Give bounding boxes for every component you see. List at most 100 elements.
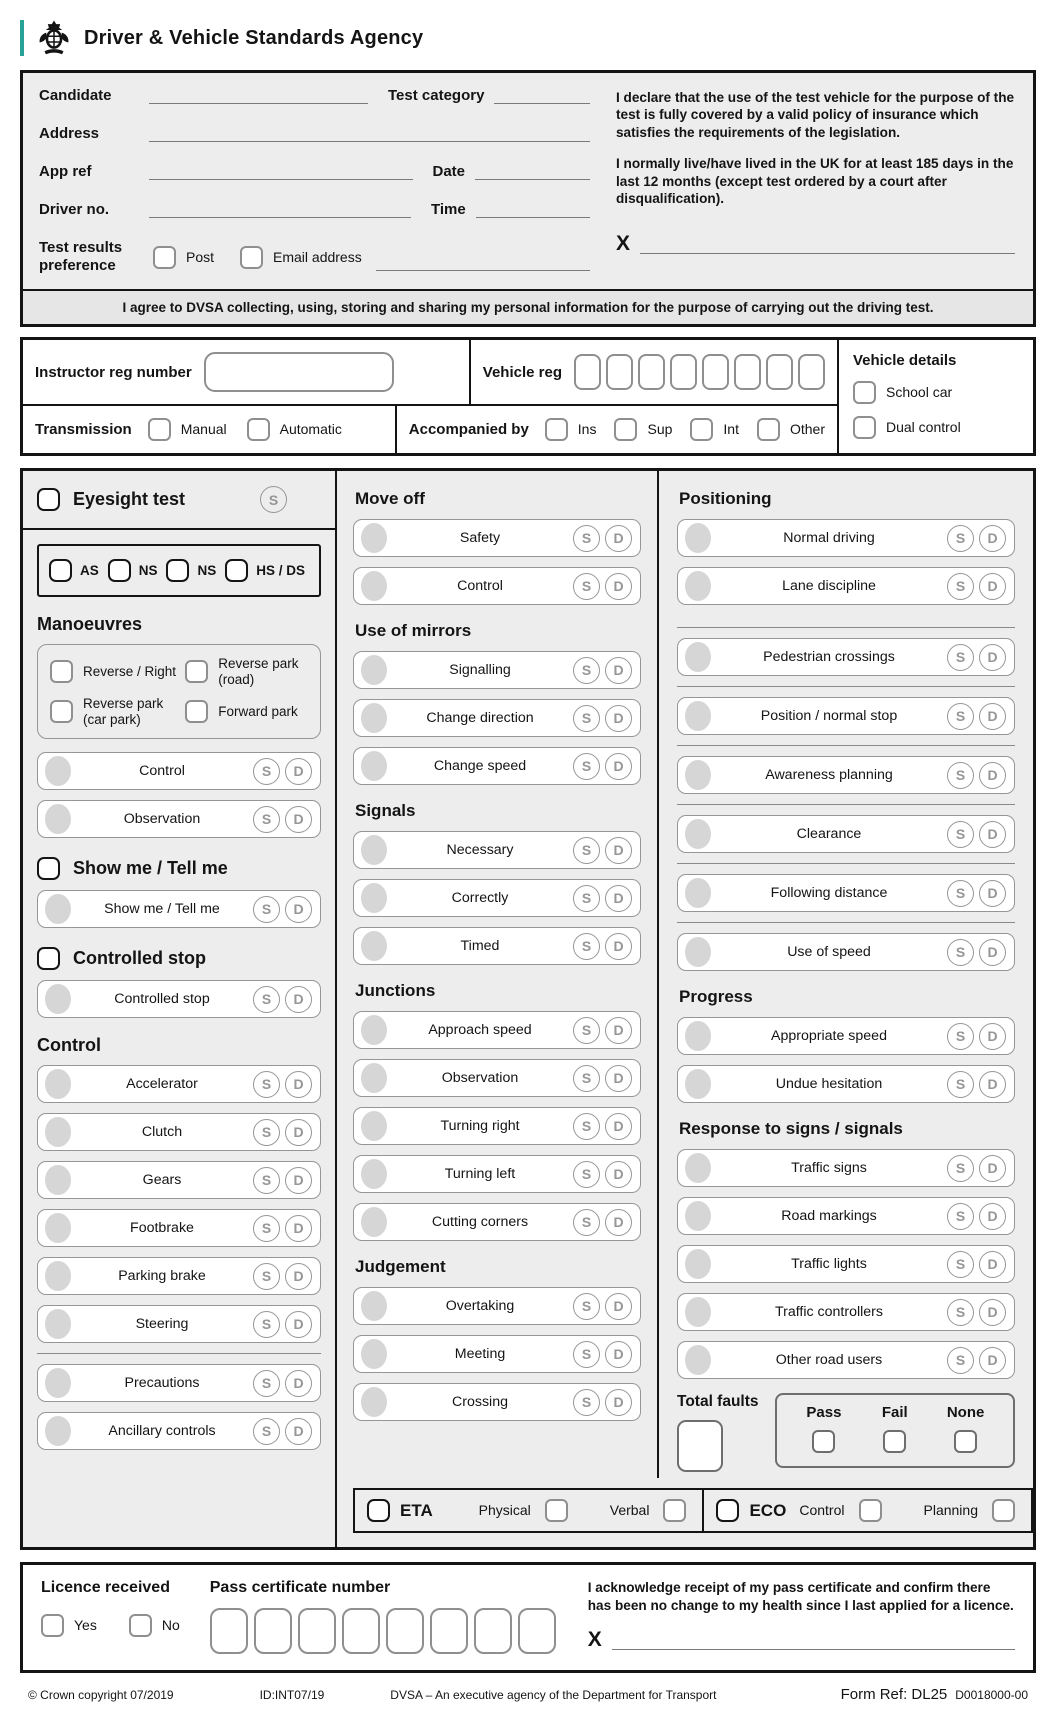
serious-circle[interactable]: S <box>573 1340 600 1368</box>
candidate-line[interactable] <box>149 90 368 104</box>
checkbox[interactable] <box>853 416 876 439</box>
fault-marking-oval[interactable] <box>45 756 71 787</box>
fault-marking-oval[interactable] <box>361 1159 387 1189</box>
fault-marking-oval[interactable] <box>45 1416 71 1447</box>
dangerous-circle[interactable]: D <box>979 1154 1006 1182</box>
instructor-reg-input[interactable] <box>203 352 394 392</box>
checkbox[interactable] <box>992 1499 1015 1522</box>
serious-circle[interactable]: S <box>253 985 280 1013</box>
test-category-line[interactable] <box>494 90 590 104</box>
serious-circle[interactable]: S <box>573 524 600 552</box>
dangerous-circle[interactable]: D <box>285 1118 312 1146</box>
dangerous-circle[interactable]: D <box>605 572 632 600</box>
serious-circle[interactable]: S <box>573 1112 600 1140</box>
character-box[interactable] <box>702 354 729 390</box>
outcome-checkbox[interactable] <box>954 1430 978 1453</box>
eyesight-serious-circle[interactable]: S <box>260 486 287 513</box>
total-faults-box[interactable] <box>677 1420 723 1472</box>
dangerous-circle[interactable]: D <box>979 702 1006 730</box>
fault-marking-oval[interactable] <box>685 701 711 731</box>
serious-circle[interactable]: S <box>573 656 600 684</box>
dangerous-circle[interactable]: D <box>285 1214 312 1242</box>
serious-circle[interactable]: S <box>947 702 974 730</box>
fault-marking-oval[interactable] <box>45 1213 71 1244</box>
checkbox[interactable] <box>240 245 264 269</box>
dangerous-circle[interactable]: D <box>605 1112 632 1140</box>
fault-marking-oval[interactable] <box>685 1345 711 1375</box>
checkbox[interactable] <box>544 1499 568 1522</box>
dangerous-circle[interactable]: D <box>605 704 632 732</box>
dangerous-circle[interactable]: D <box>285 1166 312 1194</box>
serious-circle[interactable]: S <box>947 1070 974 1098</box>
serious-circle[interactable]: S <box>573 1064 600 1092</box>
dangerous-circle[interactable]: D <box>605 1292 632 1320</box>
fault-marking-oval[interactable] <box>361 1111 387 1141</box>
app-ref-line[interactable] <box>149 166 413 180</box>
character-box[interactable] <box>766 354 793 390</box>
dangerous-circle[interactable]: D <box>605 752 632 780</box>
checkbox[interactable] <box>246 418 270 441</box>
serious-circle[interactable]: S <box>947 1022 974 1050</box>
character-box[interactable] <box>429 1608 468 1654</box>
dangerous-circle[interactable]: D <box>979 1346 1006 1374</box>
serious-circle[interactable]: S <box>947 820 974 848</box>
serious-circle[interactable]: S <box>947 572 974 600</box>
dangerous-circle[interactable]: D <box>285 985 312 1013</box>
dangerous-circle[interactable]: D <box>605 656 632 684</box>
email-address-line[interactable] <box>375 257 590 271</box>
dangerous-circle[interactable]: D <box>979 524 1006 552</box>
dangerous-circle[interactable]: D <box>605 836 632 864</box>
dangerous-circle[interactable]: D <box>285 1262 312 1290</box>
fault-marking-oval[interactable] <box>685 819 711 849</box>
checkbox[interactable] <box>690 418 714 441</box>
checkbox[interactable] <box>153 245 176 269</box>
dangerous-circle[interactable]: D <box>979 1250 1006 1278</box>
serious-circle[interactable]: S <box>253 1214 280 1242</box>
character-box[interactable] <box>341 1608 380 1654</box>
eyesight-test-checkbox[interactable] <box>37 488 60 511</box>
fault-marking-oval[interactable] <box>361 1339 387 1369</box>
fault-marking-oval[interactable] <box>361 1291 387 1321</box>
dangerous-circle[interactable]: D <box>285 895 312 923</box>
serious-circle[interactable]: S <box>573 1388 600 1416</box>
serious-circle[interactable]: S <box>573 884 600 912</box>
fault-marking-oval[interactable] <box>45 1261 71 1292</box>
checkbox[interactable] <box>50 660 73 684</box>
dangerous-circle[interactable]: D <box>605 1160 632 1188</box>
character-box[interactable] <box>638 354 665 390</box>
candidate-signature-line[interactable] <box>640 240 1015 255</box>
serious-circle[interactable]: S <box>947 643 974 671</box>
fault-marking-oval[interactable] <box>685 760 711 790</box>
dangerous-circle[interactable]: D <box>605 884 632 912</box>
time-line[interactable] <box>475 204 590 218</box>
show-me-tell-me-checkbox[interactable] <box>37 857 60 881</box>
serious-circle[interactable]: S <box>947 938 974 966</box>
fault-marking-oval[interactable] <box>361 1063 387 1093</box>
dangerous-circle[interactable]: D <box>605 524 632 552</box>
serious-circle[interactable]: S <box>573 1208 600 1236</box>
serious-circle[interactable]: S <box>573 1292 600 1320</box>
fault-marking-oval[interactable] <box>45 1368 71 1399</box>
checkbox[interactable] <box>50 700 73 724</box>
dangerous-circle[interactable]: D <box>285 1070 312 1098</box>
fault-marking-oval[interactable] <box>685 1297 711 1327</box>
dangerous-circle[interactable]: D <box>605 1340 632 1368</box>
fault-marking-oval[interactable] <box>361 931 387 961</box>
dangerous-circle[interactable]: D <box>285 1417 312 1445</box>
dangerous-circle[interactable]: D <box>979 1022 1006 1050</box>
fault-marking-oval[interactable] <box>361 751 387 781</box>
checkbox[interactable] <box>858 1499 882 1522</box>
licence-signature-line[interactable] <box>611 1636 1015 1651</box>
checkbox[interactable] <box>853 381 876 404</box>
dangerous-circle[interactable]: D <box>285 805 312 833</box>
dangerous-circle[interactable]: D <box>285 757 312 785</box>
serious-circle[interactable]: S <box>947 1298 974 1326</box>
character-box[interactable] <box>517 1608 556 1654</box>
checkbox[interactable] <box>756 418 780 441</box>
dangerous-circle[interactable]: D <box>605 1388 632 1416</box>
serious-circle[interactable]: S <box>253 1262 280 1290</box>
fault-marking-oval[interactable] <box>45 804 71 835</box>
character-box[interactable] <box>606 354 633 390</box>
character-box[interactable] <box>670 354 697 390</box>
character-box[interactable] <box>385 1608 424 1654</box>
